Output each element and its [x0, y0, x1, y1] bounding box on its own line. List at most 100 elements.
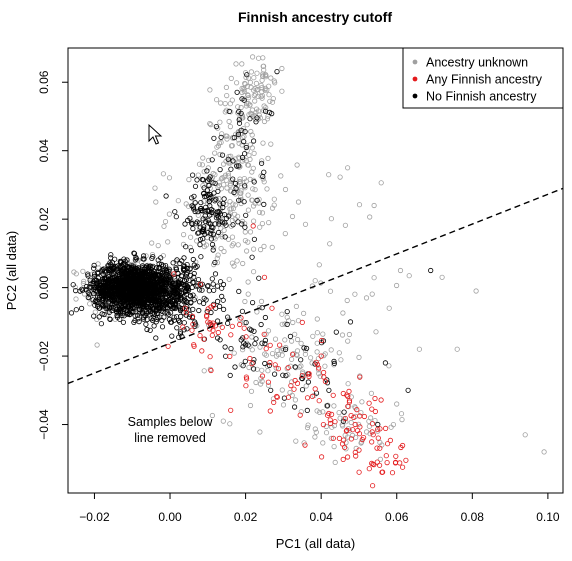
data-point	[189, 203, 195, 209]
data-point	[221, 161, 227, 167]
data-point	[265, 328, 272, 334]
data-point	[322, 363, 328, 369]
data-point	[251, 328, 257, 334]
legend-item-ancestry-unknown: Ancestry unknown	[412, 56, 528, 70]
data-point	[209, 209, 215, 215]
data-point	[145, 282, 151, 289]
data-point	[259, 210, 266, 216]
data-point	[306, 371, 312, 377]
data-point	[135, 298, 141, 305]
data-point	[354, 406, 360, 413]
data-point	[100, 302, 106, 308]
data-point	[80, 268, 86, 274]
data-point	[382, 425, 389, 431]
data-point	[241, 139, 247, 145]
y-tick-label: −0.02	[37, 341, 51, 372]
data-point	[242, 183, 248, 189]
data-point	[118, 285, 124, 291]
data-point	[85, 289, 91, 295]
data-point	[101, 276, 107, 282]
data-point	[260, 63, 267, 69]
data-point	[125, 265, 131, 271]
data-point	[289, 379, 295, 385]
data-point	[112, 290, 118, 296]
data-point	[209, 276, 215, 282]
data-point	[189, 195, 195, 201]
data-point	[316, 370, 322, 377]
data-point	[399, 416, 405, 423]
data-point	[328, 347, 334, 353]
data-point	[369, 291, 375, 297]
data-point	[293, 303, 299, 309]
data-point	[225, 171, 231, 177]
data-point	[226, 213, 232, 219]
x-tick-label: 0.10	[536, 510, 560, 524]
data-point	[91, 262, 97, 268]
data-point	[149, 255, 155, 261]
data-point	[215, 125, 221, 131]
data-point	[260, 173, 266, 180]
data-point	[249, 169, 255, 175]
data-point	[226, 108, 232, 115]
data-point	[264, 186, 270, 192]
data-point	[350, 427, 356, 433]
data-point	[336, 409, 342, 416]
data-point	[406, 273, 412, 279]
data-point	[241, 325, 247, 331]
data-point	[246, 152, 252, 158]
data-point	[152, 185, 158, 191]
data-point	[210, 231, 217, 237]
data-point	[294, 162, 300, 168]
data-point	[331, 403, 337, 409]
legend-item-no-finnish-ancestry: No Finnish ancestry	[412, 90, 537, 104]
data-point	[96, 290, 102, 297]
data-point	[214, 255, 220, 261]
data-point	[345, 393, 351, 399]
data-point	[263, 331, 269, 337]
data-point	[383, 453, 389, 459]
data-point	[269, 350, 276, 357]
data-point	[143, 292, 149, 298]
data-point	[273, 353, 280, 359]
data-point	[149, 299, 155, 305]
data-point	[108, 255, 114, 261]
data-point	[299, 319, 305, 325]
data-point	[273, 365, 279, 371]
data-point	[81, 278, 87, 284]
data-point	[162, 288, 168, 294]
data-point	[405, 387, 411, 393]
data-point	[344, 297, 350, 304]
data-point	[210, 327, 216, 333]
data-point	[394, 401, 400, 407]
data-point	[236, 288, 242, 294]
data-point	[243, 383, 249, 389]
data-point	[205, 217, 211, 223]
data-point	[248, 388, 255, 394]
data-point	[398, 411, 405, 417]
data-point	[182, 305, 188, 311]
data-point	[208, 230, 214, 236]
data-point	[101, 266, 107, 272]
data-point	[262, 340, 268, 347]
data-point	[322, 378, 328, 384]
data-point	[201, 193, 208, 199]
data-point	[340, 390, 346, 397]
data-point	[251, 236, 257, 242]
data-point	[128, 295, 134, 302]
data-point	[124, 311, 130, 317]
data-point	[230, 158, 236, 164]
data-point	[251, 75, 257, 81]
data-point	[249, 347, 255, 353]
data-point	[212, 221, 218, 227]
data-point	[166, 316, 172, 322]
data-point	[203, 242, 209, 248]
data-point	[256, 304, 263, 311]
data-point	[242, 221, 248, 227]
data-point	[204, 308, 210, 315]
data-point	[217, 167, 223, 173]
data-point	[216, 195, 222, 202]
data-point	[190, 204, 197, 210]
data-point	[284, 321, 290, 327]
data-point	[331, 360, 337, 366]
data-point	[68, 310, 75, 316]
